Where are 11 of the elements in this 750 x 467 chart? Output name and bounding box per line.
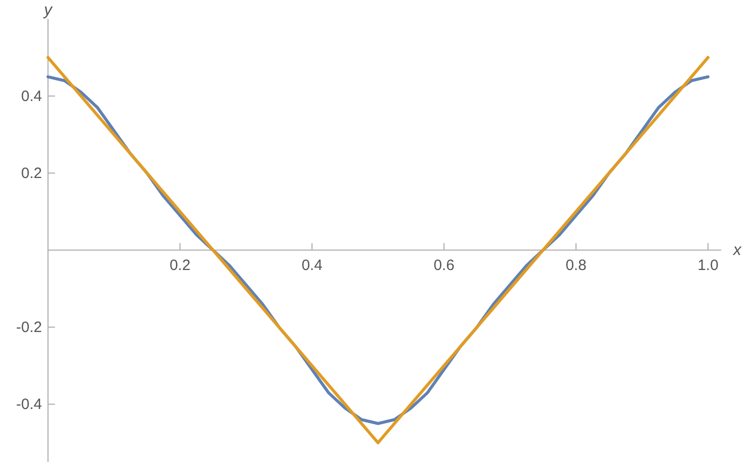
x-tick-label: 1.0 <box>698 257 718 274</box>
x-tick-label: 0.8 <box>566 257 586 274</box>
y-tick-label: -0.4 <box>16 396 42 414</box>
y-tick-label: 0.2 <box>21 165 42 182</box>
x-tick-label: 0.4 <box>302 257 322 274</box>
x-tick-label: 0.2 <box>170 257 190 274</box>
y-axis-title: y <box>43 2 53 19</box>
x-axis-title: x <box>732 242 742 260</box>
x-tick-label: 0.6 <box>434 257 454 274</box>
y-tick-label: -0.2 <box>16 319 42 336</box>
y-tick-label: 0.4 <box>21 88 42 106</box>
